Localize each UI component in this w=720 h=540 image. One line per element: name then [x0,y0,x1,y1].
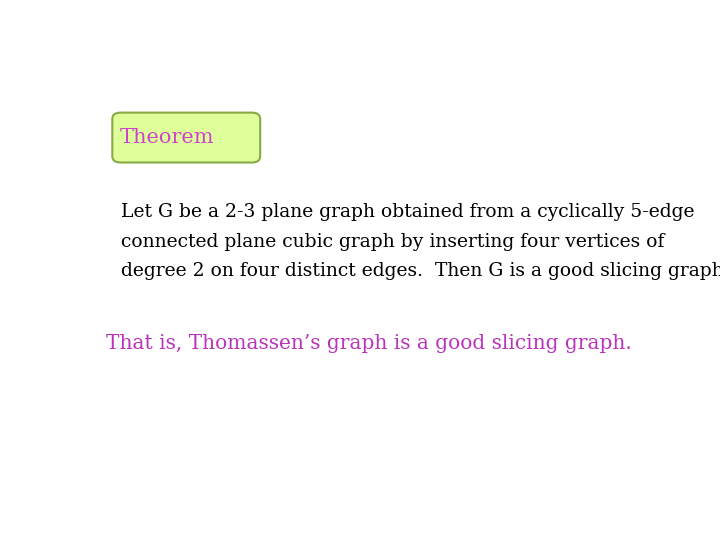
Text: degree 2 on four distinct edges.  Then G is a good slicing graph.: degree 2 on four distinct edges. Then G … [121,261,720,280]
Text: Theorem: Theorem [120,128,214,147]
Text: connected plane cubic graph by inserting four vertices of: connected plane cubic graph by inserting… [121,233,664,251]
FancyBboxPatch shape [112,113,260,163]
Text: That is, Thomassen’s graph is a good slicing graph.: That is, Thomassen’s graph is a good sli… [106,334,632,353]
Text: Let G be a 2-3 plane graph obtained from a cyclically 5-edge: Let G be a 2-3 plane graph obtained from… [121,204,694,221]
